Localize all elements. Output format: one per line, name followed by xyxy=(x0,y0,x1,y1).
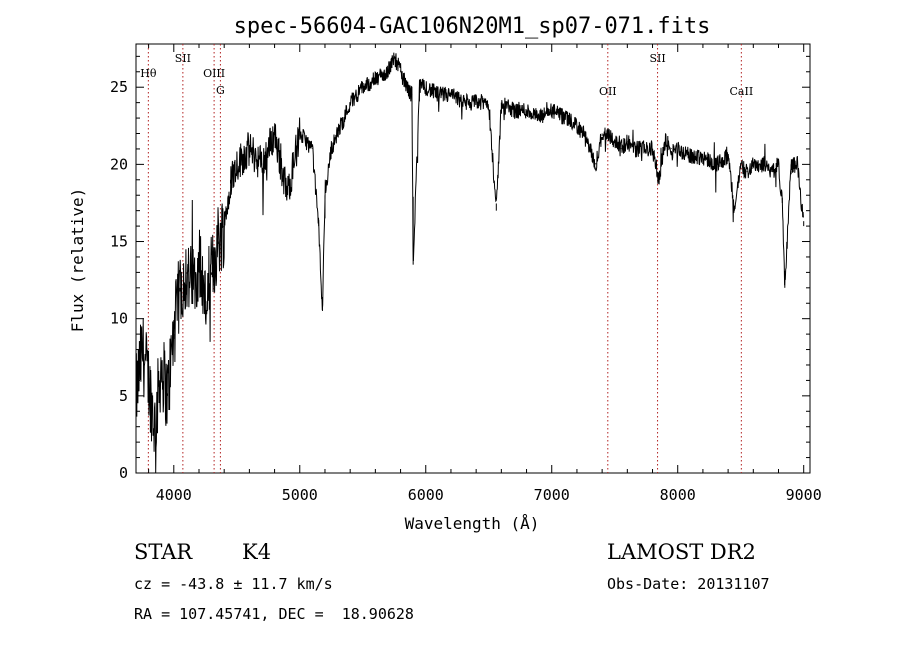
y-tick-label: 10 xyxy=(110,310,128,328)
spectral-line-label: Hθ xyxy=(140,67,157,80)
y-tick-label: 5 xyxy=(119,387,128,405)
y-tick-label: 20 xyxy=(110,155,128,173)
observation-date: Obs-Date: 20131107 xyxy=(607,575,770,593)
spectral-line-label: OII xyxy=(599,85,617,98)
object-subclass: K4 xyxy=(242,540,272,564)
y-tick-label: 25 xyxy=(110,78,128,96)
spectral-line-label: SII xyxy=(649,52,665,65)
y-axis-ticks: 0 5 10 15 20 25 xyxy=(110,55,810,482)
spectral-line-label: OIII xyxy=(203,67,225,80)
x-tick-label: 4000 xyxy=(156,486,192,504)
object-class: STAR xyxy=(134,540,193,564)
x-tick-label: 5000 xyxy=(282,486,318,504)
spectrum-series xyxy=(135,52,805,474)
spectral-line-label: CaII xyxy=(730,85,754,98)
redshift-cz: cz = -43.8 ± 11.7 km/s xyxy=(134,575,333,593)
spectral-line-label: G xyxy=(216,84,225,97)
x-tick-label: 8000 xyxy=(660,486,696,504)
survey-name: LAMOST DR2 xyxy=(607,540,756,564)
y-tick-label: 0 xyxy=(119,464,128,482)
spectral-line-label: SII xyxy=(175,52,191,65)
spectrum-line xyxy=(135,52,804,474)
y-axis-label: Flux (relative) xyxy=(68,188,87,333)
spectral-line-markers: Hθ SII OIII G OII SII CaII xyxy=(140,44,753,473)
x-tick-label: 7000 xyxy=(534,486,570,504)
plot-frame xyxy=(135,43,811,474)
x-tick-label: 9000 xyxy=(786,486,822,504)
x-axis-ticks: 4000 5000 6000 7000 8000 9000 xyxy=(148,44,822,504)
chart-title: spec-56604-GAC106N20M1_sp07-071.fits xyxy=(234,14,711,39)
y-tick-label: 15 xyxy=(110,233,128,251)
x-tick-label: 6000 xyxy=(408,486,444,504)
ra-dec-coordinates: RA = 107.45741, DEC = 18.90628 xyxy=(134,605,414,623)
x-axis-label: Wavelength (Å) xyxy=(405,514,540,533)
